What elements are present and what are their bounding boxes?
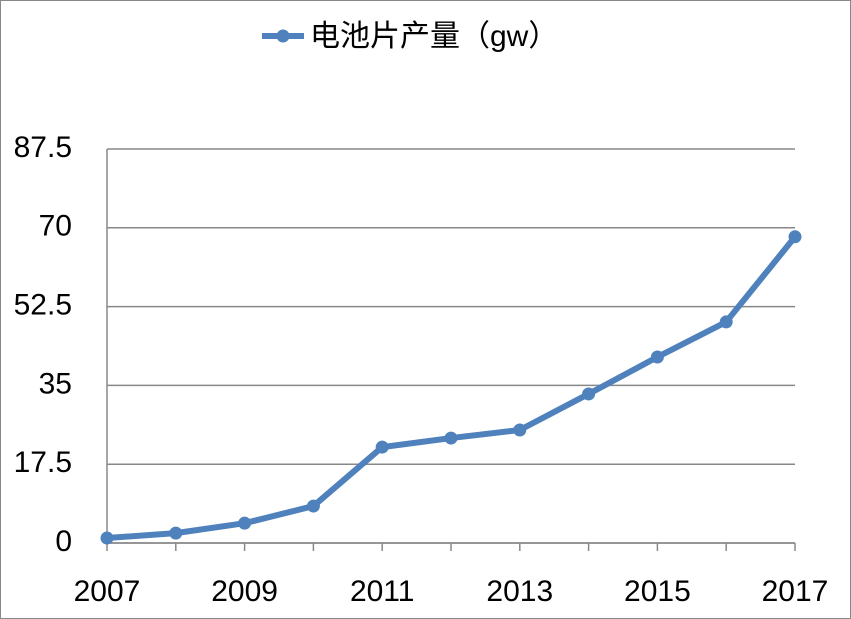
x-tick-label: 2007 [74,575,141,608]
x-tick-label: 2015 [624,575,691,608]
y-tick-label: 17.5 [14,446,72,479]
point [306,499,320,513]
point [444,431,458,445]
y-tick-label: 0 [55,525,72,558]
point [719,315,733,329]
legend-marker [276,29,290,43]
x-tick-label: 2011 [350,575,415,608]
point [375,440,389,454]
y-tick-label: 35 [39,367,72,400]
point [582,387,596,401]
point [650,350,664,364]
point [238,516,252,530]
x-tick-label: 2013 [486,575,553,608]
point [100,531,114,545]
y-tick-label: 87.5 [14,131,72,164]
legend-label: 电池片产量（gw） [310,20,558,53]
point [513,423,527,437]
point [169,526,183,540]
y-tick-label: 52.5 [14,289,72,322]
x-tick-label: 2017 [762,575,829,608]
point [788,230,802,244]
y-tick-label: 70 [39,210,72,243]
x-tick-label: 2009 [211,575,278,608]
